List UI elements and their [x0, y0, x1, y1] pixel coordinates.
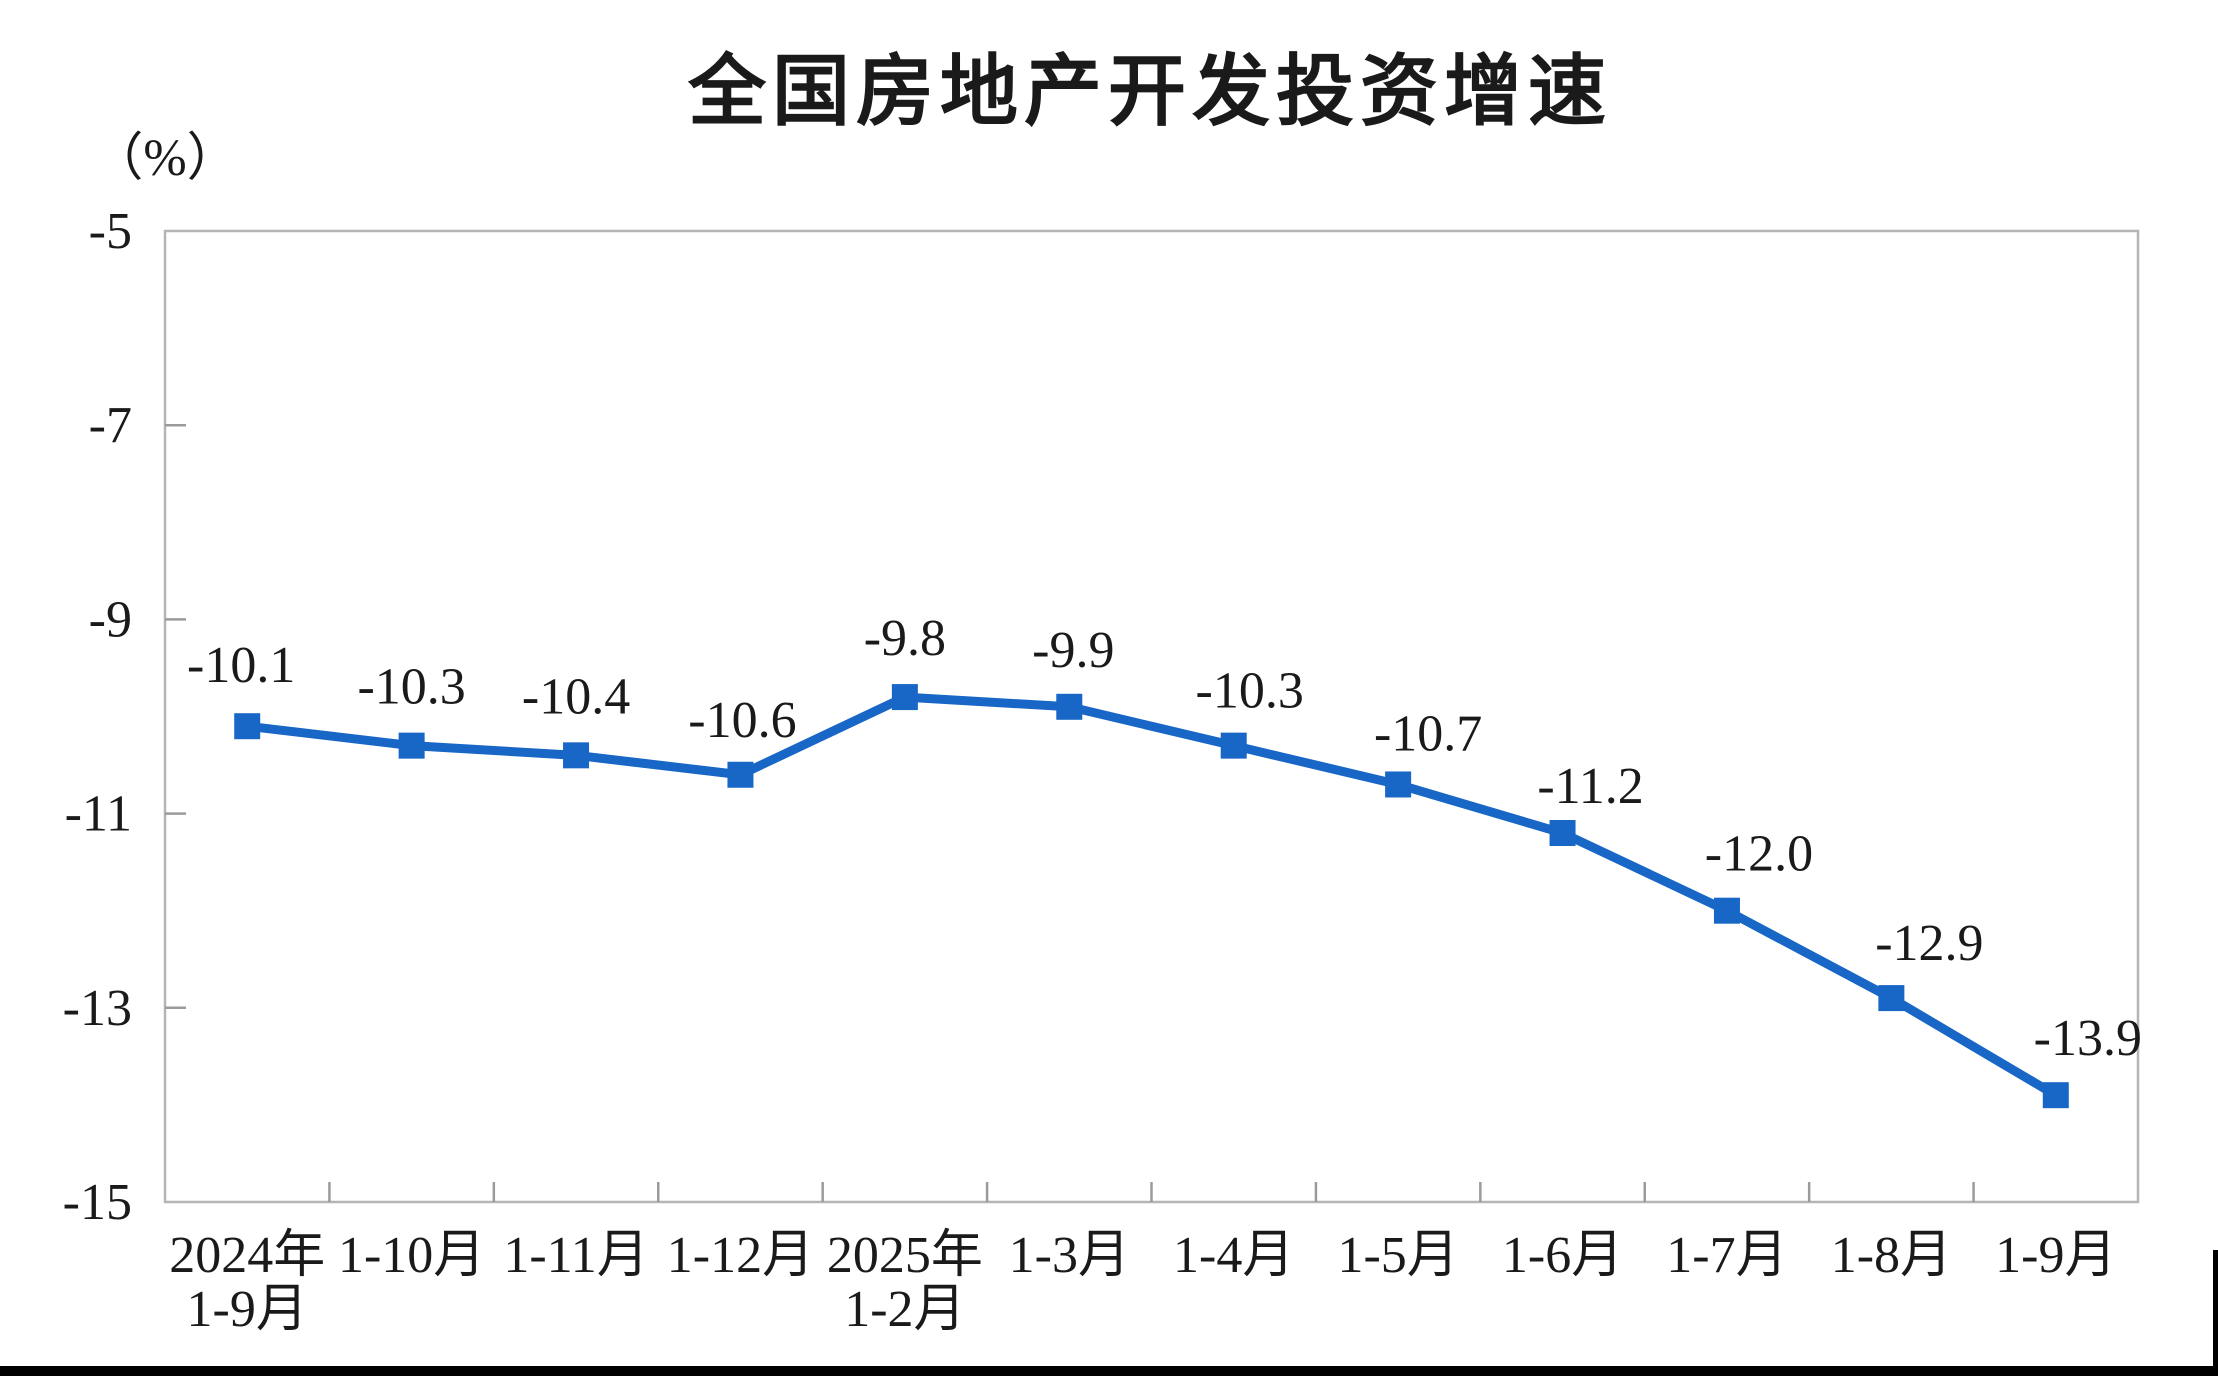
- data-point-marker: [1713, 897, 1740, 924]
- data-point-marker: [234, 713, 261, 740]
- y-axis-unit-label: （%）: [91, 130, 238, 187]
- data-point-marker: [398, 732, 425, 759]
- x-tick-label: 2025年: [827, 1227, 983, 1284]
- data-point-label: -13.9: [2034, 1010, 2142, 1067]
- y-tick-label: -9: [89, 591, 132, 648]
- data-point-label: -10.3: [1196, 663, 1304, 720]
- data-point-label: -11.2: [1537, 758, 1643, 815]
- x-tick-label: 1-6月: [1502, 1227, 1623, 1284]
- x-tick-label: 1-10月: [338, 1227, 485, 1284]
- data-line: [242, 692, 2061, 1100]
- x-tick-label: 1-9月: [1995, 1227, 2116, 1284]
- x-tick-label: 1-5月: [1337, 1227, 1458, 1284]
- data-point-marker: [1220, 732, 1247, 759]
- plot-border: [163, 229, 2140, 1204]
- data-point-marker: [891, 684, 918, 711]
- data-point-marker: [1056, 693, 1083, 720]
- data-point-marker: [1549, 820, 1576, 847]
- y-tick-label: -15: [63, 1174, 132, 1231]
- x-tick-label: 1-12月: [667, 1227, 814, 1284]
- x-tick-label: 2024年: [169, 1227, 325, 1284]
- data-point-label: -10.7: [1374, 705, 1482, 762]
- data-point-marker: [727, 761, 754, 788]
- data-point-label: -9.9: [1032, 622, 1114, 679]
- data-point-marker: [2042, 1082, 2069, 1109]
- x-tick-label: 1-4月: [1173, 1227, 1294, 1284]
- data-point-marker: [1878, 985, 1905, 1012]
- data-point-label: -12.9: [1875, 915, 1983, 972]
- x-tick-label: 1-9月: [187, 1281, 308, 1338]
- y-tick-label: -7: [89, 397, 132, 454]
- data-point-label: -10.4: [522, 668, 630, 725]
- x-tick-label: 1-2月: [844, 1281, 965, 1338]
- y-tick-label: -13: [63, 980, 132, 1037]
- data-point-label: -12.0: [1705, 826, 1813, 883]
- data-point-label: -10.1: [187, 637, 295, 694]
- chart-title: 全国房地产开发投资增速: [687, 47, 1612, 135]
- x-tick-label: 1-3月: [1009, 1227, 1130, 1284]
- bottom-edge-bar: [0, 1366, 2218, 1376]
- data-point-label: -10.3: [357, 659, 465, 716]
- x-tick-label: 1-8月: [1831, 1227, 1952, 1284]
- data-point-marker: [1385, 771, 1412, 798]
- x-tick-label: 1-7月: [1666, 1227, 1787, 1284]
- right-edge-bar: [2213, 1250, 2218, 1376]
- data-point-label: -9.8: [864, 610, 946, 667]
- x-tick-label: 1-11月: [503, 1227, 648, 1284]
- data-point-label: -10.6: [688, 692, 796, 749]
- data-point-marker: [563, 742, 590, 769]
- y-tick-label: -5: [89, 203, 132, 260]
- y-tick-label: -11: [65, 786, 132, 843]
